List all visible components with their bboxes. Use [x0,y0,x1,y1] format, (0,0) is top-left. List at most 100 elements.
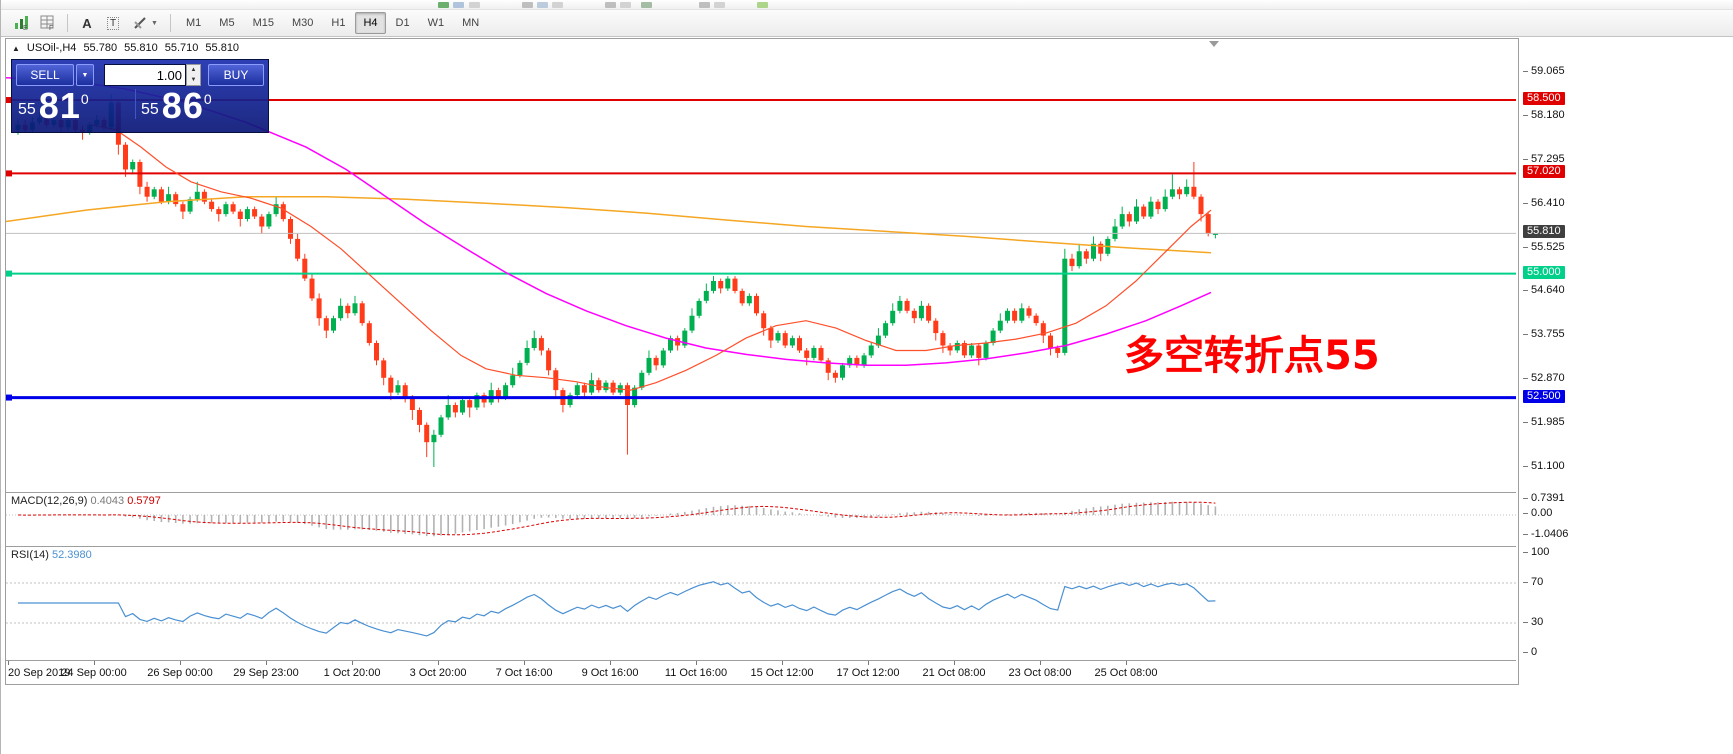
time-tick [524,661,525,665]
letter-a-glyph: A [82,15,92,31]
timeframe-d1[interactable]: D1 [395,17,410,29]
axis-tickmark [1523,533,1528,535]
axis-price-label: 54.640 [1531,284,1565,297]
axis-tickmark [1523,158,1528,160]
svg-text:E: E [23,25,28,31]
volume-control: ▲ ▼ [104,64,201,86]
toolbar-partial-icon[interactable] [757,2,768,8]
bid-price: 55 81 0 [18,87,130,125]
timeframe-h1[interactable]: H1 [331,17,346,29]
fast-ma [90,124,1212,391]
toolbar-partial-icon[interactable] [469,2,480,8]
time-tick [696,661,697,665]
axis-tickmark [1523,582,1528,583]
axis-price-label: 55.525 [1531,240,1565,253]
spinner-up-icon[interactable]: ▲ [190,67,197,73]
trade-panel-controls: SELL ▼ ▲ ▼ BUY [12,60,268,87]
toolbar-partial-icon[interactable] [641,2,652,8]
toolbar-partial-icon[interactable] [714,2,725,8]
toolbar-partial-icon[interactable] [605,2,616,8]
time-tick [352,661,353,665]
time-tick [868,661,869,665]
profile-grid-glyph: F [40,15,54,31]
axis-tickmark [1523,334,1528,336]
crosshair-tool-icon[interactable]: ▼ [126,12,164,34]
toolbar: E F A T ▼ M1 M5 M15 M30 H1 H4 D1 W1 MN [1,10,1733,37]
macd-main-value: 0.4043 [90,495,125,507]
timeframe-h4[interactable]: H4 [355,12,386,34]
toolbar-partial-icon[interactable] [453,2,464,8]
axis-tickmark [1523,498,1528,500]
toolbar-partial-icon[interactable] [438,2,449,8]
axis-tickmark [1523,378,1528,380]
chart-annotation-text: 多空转折点55 [1124,333,1380,379]
time-tick [954,661,955,665]
text-annotation-icon[interactable]: A [74,12,100,34]
dropdown-caret-icon: ▼ [151,19,158,27]
price-axis: 58.500 57.020 55.810 55.000 52.500 59.065 58.1… [1523,38,1723,688]
time-tick [180,661,181,665]
time-tick [438,661,439,665]
toolbar-partial-icon[interactable] [537,2,548,8]
toolbar-partial-icon[interactable] [620,2,631,8]
axis-tickmark [1523,71,1528,72]
price-tag-55.810: 55.810 [1523,225,1565,239]
rsi-axis-label: 30 [1531,616,1544,628]
axis-price-label: 58.180 [1531,108,1565,121]
toolbar-separator [67,14,68,32]
spinner-down-icon[interactable]: ▼ [190,77,197,83]
rsi-name: RSI(14) [11,549,49,561]
toolbar-partial-icon[interactable] [552,2,563,8]
bar-high-value: 55.810 [124,42,158,54]
timeframe-group: M1 M5 M15 M30 H1 H4 D1 W1 MN [177,12,488,34]
buy-button[interactable]: BUY [208,64,264,86]
rsi-axis-label: 100 [1531,546,1550,558]
rsi-panel[interactable]: RSI(14) 52.3980 [6,546,1516,660]
sell-options-caret[interactable]: ▼ [76,64,94,86]
time-label: 20 Sep 2019 [8,667,71,679]
chart-shift-marker-icon[interactable] [1209,41,1219,47]
time-label: 1 Oct 20:00 [323,667,381,679]
macd-label: MACD(12,26,9) 0.4043 0.5797 [11,495,161,507]
bid-small-digits: 55 [18,101,36,118]
text-label-icon[interactable]: T [100,12,126,34]
time-label: 9 Oct 16:00 [581,667,639,679]
rsi-axis-label: 70 [1531,576,1544,588]
chart-window[interactable]: ▲ USOil-,H4 55.780 55.810 55.710 55.810 … [5,38,1519,685]
axis-tickmark [1523,422,1528,424]
time-label: 24 Sep 00:00 [61,667,127,679]
macd-canvas[interactable] [6,493,1516,545]
toolbar-separator [170,14,171,32]
macd-panel[interactable]: MACD(12,26,9) 0.4043 0.5797 [6,492,1516,546]
axis-price-label: 53.755 [1531,328,1565,341]
expert-chart-icon[interactable]: E [9,12,35,34]
toolbar-partial-icon[interactable] [522,2,533,8]
time-tick [8,661,9,665]
crosshair-glyph [134,17,146,29]
axis-price-label: 51.985 [1531,416,1565,429]
timeframe-m1[interactable]: M1 [186,17,202,29]
price-tag-52.500: 52.500 [1523,389,1565,403]
ask-big-digits: 86 [161,85,204,126]
timeframe-m15[interactable]: M15 [252,17,274,29]
timeframe-mn[interactable]: MN [462,17,480,29]
timeframe-w1[interactable]: W1 [427,17,445,29]
timeframe-m30[interactable]: M30 [291,17,314,29]
expert-chart-glyph: E [15,16,28,31]
profile-grid-icon[interactable]: F [35,12,61,34]
axis-tickmark [1523,513,1528,514]
axis-tickmark [1523,290,1528,292]
sell-button[interactable]: SELL [16,64,74,86]
volume-input[interactable] [104,64,186,86]
toolbar-partial-icon[interactable] [699,2,710,8]
axis-tickmark [1523,246,1528,248]
bar-open-value: 55.780 [83,42,118,54]
price-tag-57.020: 57.020 [1523,165,1565,179]
time-label: 26 Sep 00:00 [147,667,213,679]
ask-price: 55 86 0 [141,87,253,125]
rsi-canvas[interactable] [6,547,1516,659]
volume-spinner: ▲ ▼ [186,64,201,86]
trade-panel-toggle-icon[interactable]: ▲ [12,43,20,53]
timeframe-m5[interactable]: M5 [219,17,235,29]
